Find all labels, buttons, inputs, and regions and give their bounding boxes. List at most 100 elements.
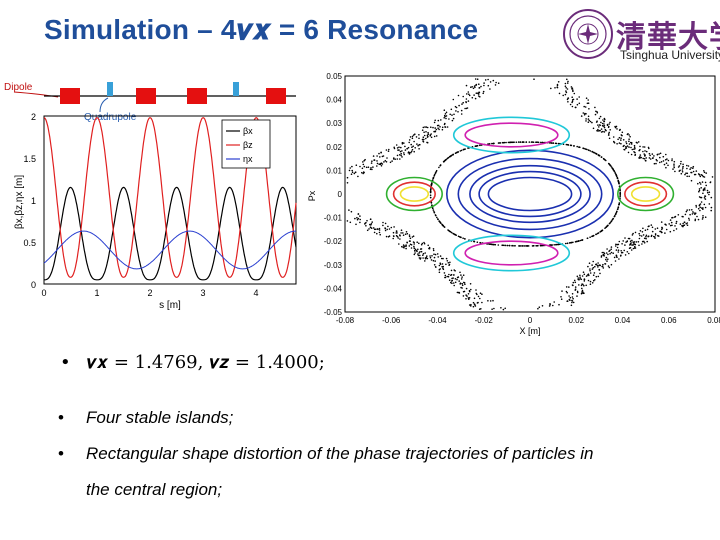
chaos-point [438,128,440,131]
separatrix-point [450,231,453,234]
chaos-point [432,248,435,250]
y-tick-label: -0.03 [324,261,343,270]
chaos-point [630,153,633,156]
chaos-point [414,133,416,135]
separatrix-point [614,172,616,174]
chaos-point [434,119,436,122]
chaos-point [568,295,570,297]
chaos-point [654,228,657,230]
chaos-point [702,189,705,192]
separatrix-point [550,244,553,246]
chaos-point [703,203,706,206]
dipole-magnet [136,88,156,104]
separatrix-point [606,225,608,228]
chaos-point [609,129,611,131]
chaos-point [444,113,447,115]
chaos-point [625,147,628,149]
chaos-point [385,161,388,163]
chaos-point [431,255,433,257]
chaos-point [472,305,475,308]
separatrix-point [564,242,567,245]
chaos-point [642,157,644,160]
chaos-point [456,278,458,281]
chaos-point [653,155,655,157]
chaos-point [628,143,631,145]
chaos-point [430,133,432,135]
chaos-point [556,83,559,86]
quadrupole-magnet [107,82,113,96]
separatrix-point [585,148,587,150]
separatrix-point [591,235,594,237]
chaos-point [387,225,389,228]
chaos-point [378,229,381,231]
chaos-point [628,146,630,148]
chaos-point [426,255,428,257]
chaos-point [400,146,402,149]
chaos-point [362,163,365,166]
chaos-point [595,121,598,123]
lattice-functions-plot: Dipole Quadrupole 0 0.5 1 1.5 2 0 1 2 3 … [4,82,297,311]
separatrix-point [615,174,617,176]
chaos-point [392,237,394,240]
chaos-point [579,277,581,280]
chaos-point [666,158,668,160]
chaos-point [448,273,450,276]
chaos-point [380,162,382,165]
chaos-point [473,94,475,96]
chaos-point [580,278,583,281]
chaos-point [351,171,354,174]
chaos-point [566,300,568,302]
x-tick-label: 3 [200,288,205,298]
chaos-point [568,286,570,288]
chaos-point [355,164,358,166]
chaos-point [401,156,403,158]
chaos-point [494,84,497,86]
chaos-point [357,217,360,220]
chaos-point [468,304,471,306]
chaos-point [583,105,585,108]
chaos-point [411,135,414,138]
chaos-point [408,234,411,236]
chaos-point [630,141,633,144]
chaos-point [700,174,703,176]
separatrix-point [554,142,557,145]
chaos-point [665,166,667,169]
chaos-point [378,152,380,155]
chaos-point [489,81,492,83]
chaos-point [688,175,690,178]
chaos-point [685,223,687,225]
chaos-point [564,93,567,96]
chaos-point [654,233,657,235]
chaos-point [453,113,455,116]
separatrix-point [595,233,597,236]
chaos-point [644,159,647,162]
separatrix-point [521,245,523,247]
separatrix-point [532,245,535,247]
chaos-point [710,196,713,199]
chaos-point [565,290,568,293]
university-seal-icon [563,9,613,59]
chaos-point [650,234,653,237]
x-tick-label: 0.04 [615,316,631,325]
chaos-point [478,91,480,94]
separatrix-point [595,153,598,155]
chaos-point [605,252,608,254]
chaos-point [430,136,433,139]
chaos-point [453,284,455,287]
y-tick-label: -0.04 [324,284,343,293]
chaos-point [600,256,603,258]
chaos-point [589,280,592,283]
eta-x-curve [43,230,296,270]
chaos-point [483,82,485,84]
chaos-point [698,204,701,207]
separatrix-point [615,211,618,214]
chaos-point [580,292,583,295]
chaos-point [633,148,635,150]
chaos-point [683,224,686,226]
chaos-point [491,308,493,310]
chaos-point [434,260,436,262]
chaos-point [359,215,361,217]
separatrix-point [503,141,506,144]
chaos-point [357,213,360,215]
chaos-point [444,115,446,118]
